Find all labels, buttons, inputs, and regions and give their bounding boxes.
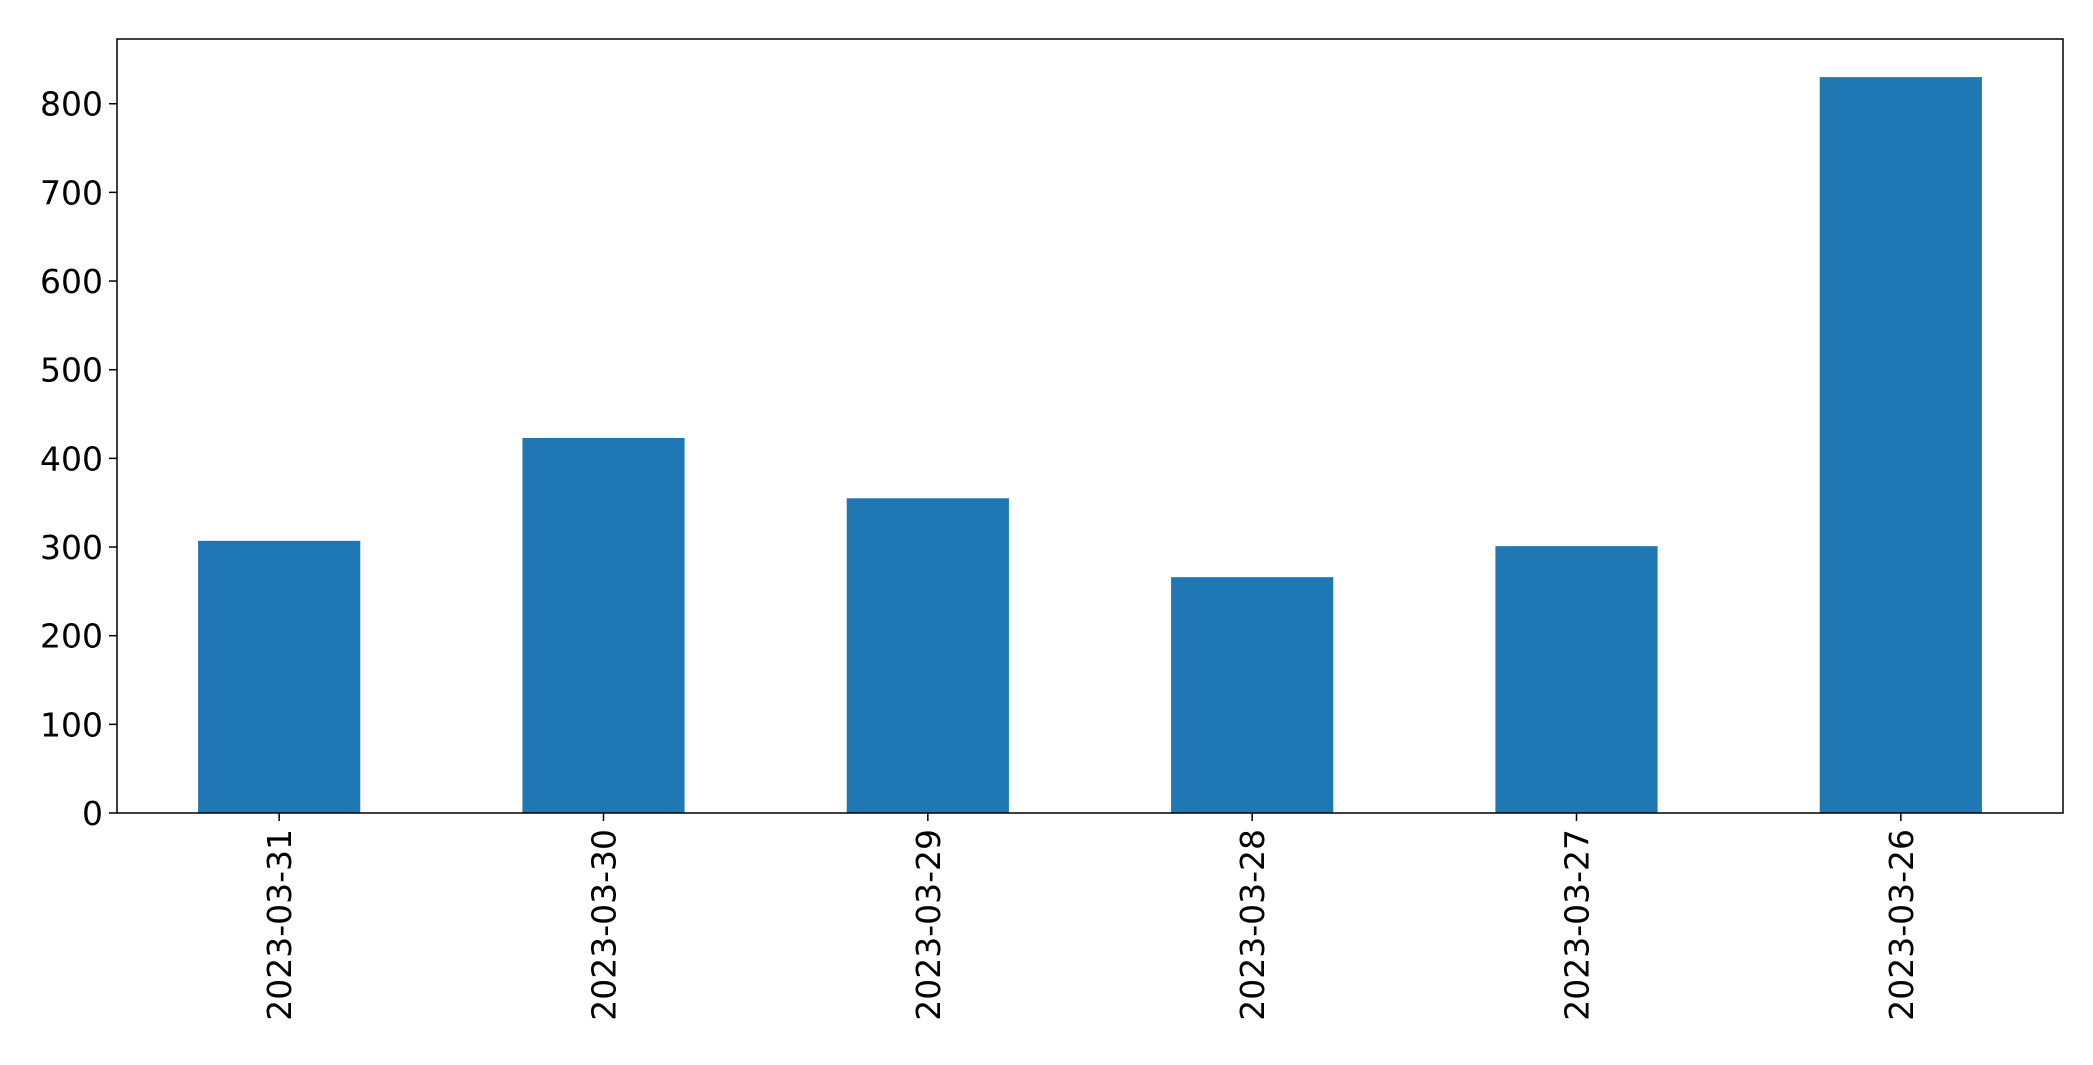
y-tick-label: 400: [40, 439, 103, 478]
x-tick-label: 2023-03-28: [1233, 829, 1272, 1021]
x-tick-label: 2023-03-31: [260, 829, 299, 1021]
y-tick-label: 0: [82, 794, 103, 833]
y-tick-label: 500: [40, 351, 103, 390]
bar-2023-03-31: [198, 540, 361, 813]
bar-2023-03-28: [1171, 577, 1334, 813]
bar-2023-03-29: [846, 498, 1009, 813]
y-tick-label: 600: [40, 262, 103, 301]
y-tick-label: 800: [40, 85, 103, 124]
y-tick-label: 700: [40, 173, 103, 212]
bar-2023-03-26: [1819, 77, 1982, 813]
plot-area-frame: [116, 38, 2064, 814]
x-axis: 2023-03-31 2023-03-30 2023-03-29 2023-03-28…: [260, 813, 1921, 1021]
y-axis: 0 100 200 300 400 500 600 700 800: [40, 85, 117, 833]
x-tick-label: 2023-03-27: [1558, 829, 1597, 1021]
bar-2023-03-27: [1495, 546, 1658, 813]
x-tick-label: 2023-03-26: [1882, 829, 1921, 1021]
x-tick-label: 2023-03-30: [585, 829, 624, 1021]
y-tick-label: 100: [40, 705, 103, 744]
bar-2023-03-30: [522, 437, 685, 813]
y-tick-label: 200: [40, 617, 103, 656]
x-tick-label: 2023-03-29: [909, 829, 948, 1021]
bars-layer: [198, 77, 1982, 813]
y-tick-label: 300: [40, 528, 103, 567]
